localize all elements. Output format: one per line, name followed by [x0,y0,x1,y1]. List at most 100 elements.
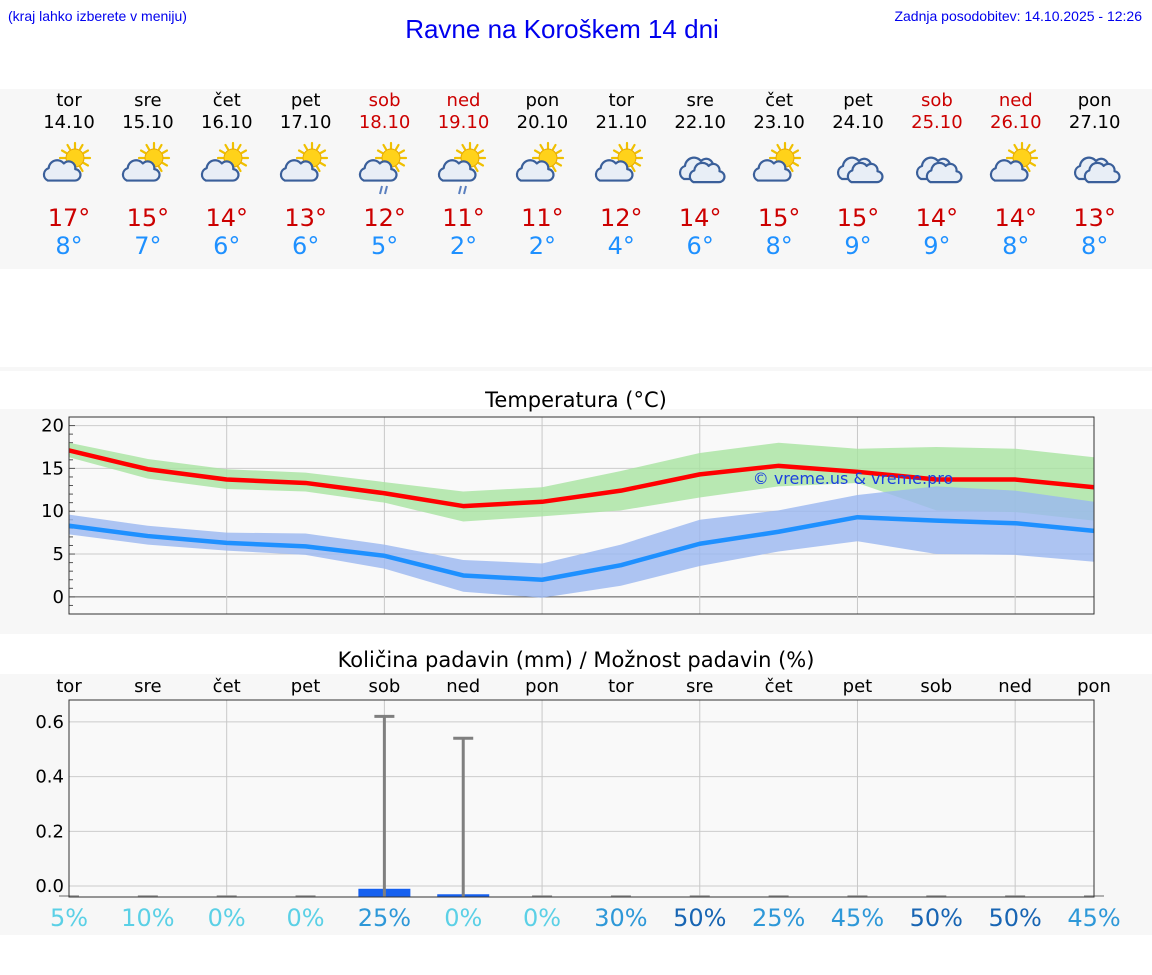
day-date: 18.10 [358,112,411,133]
min-temp: 8° [1002,232,1030,260]
max-temp: 13° [284,204,327,232]
sun-ray [319,161,326,167]
sun-ray [613,149,620,155]
sun-ray [157,165,163,173]
sun-cloud-icon [739,136,819,196]
precip-xtick-label: pet [843,676,873,697]
max-temp-range-band [69,442,1094,522]
precip-probability: 0% [286,904,324,932]
watermark: © vreme.us & vreme.pro [753,469,954,488]
cloud-icon [836,156,884,184]
day-name: pet [843,90,873,111]
sun-ray [634,149,642,155]
sun-ray [297,149,305,155]
precip-xtick-label: ned [446,676,480,697]
precip-probability: 5% [50,904,88,932]
sun-cloud-icon [42,141,92,182]
cloud-shape [121,159,161,182]
temp-ytick-label: 0 [53,587,64,608]
max-temp: 12° [600,204,643,232]
sun-ray [394,165,400,173]
sun-ray [477,161,484,167]
sun-cloud-rain-icon [358,141,407,195]
day-date: 20.10 [516,112,569,133]
cloud-icon [818,136,898,196]
cloud-shape [358,159,398,182]
min-temp: 6° [686,232,714,260]
cloud-icon [915,156,963,184]
max-temp: 15° [126,204,170,232]
precip-probability: 50% [988,904,1041,932]
precip-ytick-label: 0.4 [35,767,64,788]
temp-ytick-label: 15 [41,458,64,479]
sun-ray [78,165,84,173]
precip-probability: 30% [594,904,647,932]
sun-ray [776,143,782,151]
day-name: sre [134,90,162,111]
sun-ray [555,161,563,167]
cloud-front [925,161,963,184]
precip-probability: 0% [523,904,561,932]
max-temp: 15° [836,204,880,232]
precip-xtick-label: čet [765,676,793,697]
sun-ray [303,143,308,151]
location-hint: (kraj lahko izberete v meniju) [8,8,187,24]
day-date: 26.10 [990,112,1042,133]
sun-ray [381,143,387,151]
separator [0,367,1152,371]
min-temp: 9° [844,232,872,260]
day-date: 17.10 [279,112,332,133]
precip-xtick-label: sob [368,676,400,697]
day-date: 22.10 [674,112,726,133]
precip-probability: 0% [208,904,246,932]
day-name: ned [998,90,1033,111]
day-name: čet [765,90,794,111]
day-forecast: sre 15.10 15° 7° [108,90,188,260]
day-date: 14.10 [43,112,95,133]
sun-ray [398,149,405,155]
sun-ray [634,161,642,167]
sun-cloud-icon [187,136,267,196]
max-temp: 17° [47,204,91,232]
sun-ray [398,161,405,167]
rain-drop [378,185,383,195]
cloud-icon [1073,156,1121,184]
min-temp: 6° [213,232,241,260]
day-forecast: ned 19.10 11° 2° [424,90,504,260]
sun-ray [78,143,84,151]
precip-ytick-label: 0.6 [35,712,64,733]
sun-ray [240,161,247,167]
sun-ray [473,165,479,173]
sun-ray [1013,143,1018,151]
day-name: tor [608,90,635,111]
cloud-shape [989,159,1029,182]
max-temp: 14° [915,204,959,232]
day-forecast: sob 18.10 12° 5° [345,90,425,260]
sun-cloud-icon [752,141,802,182]
temp-plot-border [68,416,1095,615]
precip-xtick-label: pet [291,676,321,697]
sun-ray [455,149,462,155]
sun-cloud-icon [29,136,109,196]
day-forecast: čet 16.10 14° 6° [187,90,267,260]
sun-ray [224,143,229,151]
day-name: pon [525,90,560,111]
sun-ray [792,149,800,155]
day-date: 27.10 [1068,112,1121,133]
min-temp: 4° [607,232,635,260]
sun-ray [82,161,90,167]
sun-ray [240,149,247,155]
sun-cloud-icon [108,136,188,196]
sun-ray [1029,149,1036,155]
rain-drop [462,185,467,195]
precip-xtick-label: sre [686,676,713,697]
precip-xtick-label: ned [998,676,1032,697]
min-temp: 9° [923,232,951,260]
sun-cloud-icon [976,136,1056,196]
day-date: 24.10 [832,112,884,133]
precip-probability: 25% [358,904,411,932]
sun-cloud-icon [279,141,328,182]
sun-cloud-rain-icon [424,136,504,196]
max-temp: 14° [678,204,722,232]
